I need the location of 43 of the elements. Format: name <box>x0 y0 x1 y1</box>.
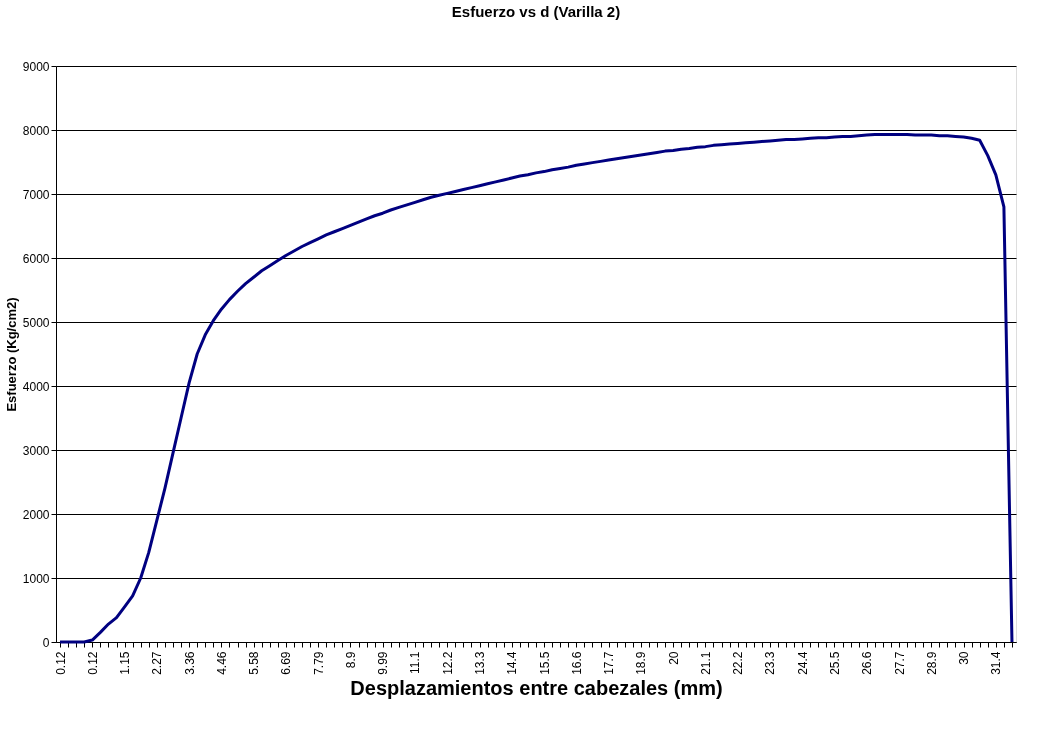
x-axis-title: Desplazamientos entre cabezales (mm) <box>350 676 723 699</box>
x-tick-label: 31.4 <box>989 651 1004 675</box>
x-tick-label: 3.36 <box>182 651 197 675</box>
x-tick-label: 0.12 <box>53 651 68 675</box>
y-tick-label: 2000 <box>22 507 50 522</box>
y-tick-label: 8000 <box>22 123 50 138</box>
x-tick-label: 6.69 <box>279 651 294 675</box>
y-axis-title: Esfuerzo (Kg/cm2) <box>3 297 19 412</box>
x-tick-label: 27.7 <box>892 651 907 675</box>
chart-title: Esfuerzo vs d (Varilla 2) <box>451 3 621 20</box>
y-tick-label: 6000 <box>22 251 50 266</box>
x-tick-label: 12.2 <box>440 651 455 675</box>
y-tick-label: 9000 <box>22 59 50 74</box>
x-tick-label: 18.9 <box>634 651 649 675</box>
x-tick-label: 2.27 <box>150 651 165 675</box>
x-tick-label: 0.12 <box>85 651 100 675</box>
x-tick-label: 25.5 <box>827 651 842 675</box>
x-tick-label: 26.6 <box>860 651 875 675</box>
x-tick-label: 15.5 <box>537 651 552 675</box>
y-tick-label: 1000 <box>22 571 50 586</box>
x-tick-label: 30 <box>957 651 972 665</box>
x-tick-label: 17.7 <box>602 651 617 675</box>
x-tick-label: 1.15 <box>118 651 133 675</box>
x-tick-label: 13.3 <box>473 651 488 675</box>
x-tick-label: 5.58 <box>247 651 262 675</box>
x-tick-label: 8.9 <box>343 651 358 669</box>
x-tick-label: 28.9 <box>924 651 939 675</box>
x-tick-label: 11.1 <box>408 651 423 674</box>
x-tick-label: 4.46 <box>214 651 229 675</box>
x-tick-label: 21.1 <box>698 651 713 675</box>
y-tick-label: 5000 <box>22 315 50 330</box>
y-tick-label: 4000 <box>22 379 50 394</box>
x-tick-label: 20 <box>666 651 681 665</box>
y-tick-label: 3000 <box>22 443 50 458</box>
x-tick-label: 22.2 <box>731 651 746 675</box>
x-tick-label: 23.3 <box>763 651 778 675</box>
x-tick-label: 24.4 <box>795 651 810 675</box>
y-tick-label: 7000 <box>22 187 50 202</box>
x-tick-label: 14.4 <box>505 651 520 675</box>
x-tick-label: 7.79 <box>311 651 326 675</box>
x-tick-label: 16.6 <box>569 651 584 675</box>
x-tick-label: 9.99 <box>376 651 391 675</box>
y-tick-label: 0 <box>42 635 50 650</box>
